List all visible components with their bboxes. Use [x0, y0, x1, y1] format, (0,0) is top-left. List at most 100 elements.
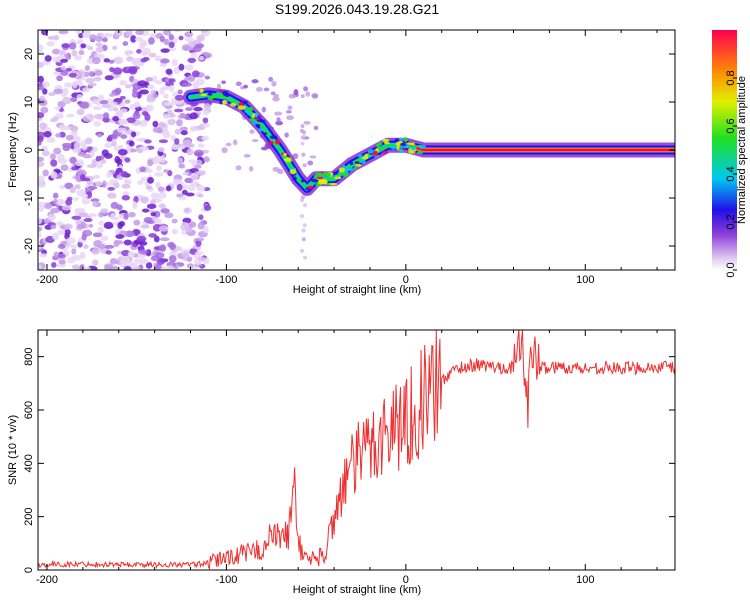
spectrogram-noise-cell [168, 33, 174, 41]
spectrogram-noise-cell [167, 118, 176, 126]
spectrogram-noise-cell [130, 131, 137, 138]
colorbar: 0.0 0.2 0.4 0.6 0.8 Normalized spectral ampl… [712, 30, 748, 278]
spectrogram-noise-cell [243, 84, 248, 89]
spectrogram-track-cell [360, 159, 366, 164]
spectrogram-noise-cell [146, 203, 157, 209]
spectrogram-noise-cell [197, 143, 205, 148]
spectrogram-noise-cell [142, 111, 149, 116]
spectrogram-noise-cell [123, 179, 132, 185]
spectrogram-noise-cell [94, 69, 103, 77]
spectrogram-noise-cell [133, 196, 139, 204]
spectrogram-noise-cell [115, 234, 125, 240]
spectrogram-noise-cell [82, 31, 90, 38]
spectrogram-track-cell [315, 172, 323, 177]
spectrogram-noise-cell [191, 70, 200, 78]
spectrogram-noise-cell [58, 260, 66, 265]
spectrogram-noise-cell [38, 161, 45, 168]
spectrogram-noise-cell [140, 176, 149, 182]
snr-y-tick-label: 600 [23, 401, 35, 419]
spectrogram-noise-cell [122, 41, 129, 46]
spectrogram-track-cell [332, 171, 339, 175]
spectrogram-noise-cell [204, 75, 211, 80]
spectrogram-noise-cell [184, 225, 193, 233]
spectrogram-noise-cell [81, 233, 87, 241]
spectrogram-noise-cell [225, 142, 232, 147]
spectrogram-x-axis-label: Height of straight line (km) [293, 284, 421, 296]
spectrogram-noise-cell [168, 78, 176, 83]
spectrogram-noise-cell [77, 241, 83, 248]
spectrogram-noise-cell [151, 75, 158, 83]
spectrogram-noise-cell [305, 91, 311, 97]
spectrogram-noise-cell [85, 229, 92, 236]
spectrogram-noise-cell [89, 149, 95, 158]
spectrogram-track-cell [334, 176, 342, 180]
spectrogram-noise-cell [38, 243, 43, 250]
spectrogram-track-cell [349, 161, 354, 166]
spectrogram-noise-cell [75, 71, 86, 77]
spectrogram-noise-cell [38, 141, 42, 146]
spectrogram-track-cell [364, 153, 369, 159]
spectrogram-noise-cell [201, 135, 210, 141]
spectrogram-noise-cell [118, 119, 129, 126]
spectrogram-noise-cell [173, 180, 184, 186]
spectrogram-track-cell [252, 120, 258, 125]
spectrogram-noise-cell [157, 147, 165, 153]
spectrogram-noise-cell [52, 232, 60, 241]
spectrogram-noise-cell [98, 220, 104, 226]
spectrogram-noise-cell [123, 212, 129, 220]
spectrogram-noise-cell [147, 159, 154, 167]
spectrogram-noise-cell [58, 50, 66, 56]
spectrogram-noise-cell [38, 112, 45, 119]
spectrogram-noise-cell [147, 177, 154, 184]
spectrogram-noise-cell [116, 127, 127, 133]
spectrogram-noise-cell [40, 30, 49, 36]
spectrogram-noise-cell [75, 207, 86, 213]
spectrogram-track-cell [318, 179, 326, 184]
spectrogram-noise-cell [132, 201, 138, 209]
spectrogram-noise-cell [202, 225, 209, 234]
spectrogram-noise-cell [196, 185, 206, 192]
spectrogram-noise-cell [300, 94, 305, 99]
spectrogram-track-cell [398, 138, 403, 141]
spectrogram-noise-cell [87, 213, 98, 217]
spectrogram-noise-cell [137, 249, 148, 255]
spectrogram-noise-cell [69, 187, 76, 194]
spectrogram-noise-cell [142, 56, 150, 62]
spectrogram-noise-cell [167, 170, 173, 177]
spectrogram-track-cell [246, 111, 251, 115]
spectrogram-track-cell [241, 100, 248, 104]
spectrogram-noise-cell [39, 122, 47, 130]
spectrogram-noise-cell [94, 180, 103, 187]
spectrogram-noise-cell [154, 172, 164, 177]
spectrogram-track-cell [338, 167, 345, 173]
spectrogram-noise-cell [178, 163, 185, 168]
spectrogram-x-tick-label: 0 [403, 274, 409, 286]
spectrogram-track-cell [283, 158, 291, 161]
spectrogram-noise-cell [38, 99, 48, 107]
spectrogram-noise-cell [183, 207, 193, 215]
snr-x-ticks: -200 -100 0 100 [36, 330, 658, 586]
spectrogram-noise-cell [159, 192, 167, 199]
spectrogram-noise-cell [157, 127, 163, 134]
spectrogram-noise-cell [300, 124, 305, 129]
spectrogram-noise-cell [100, 159, 107, 164]
spectrogram-noise-cell [276, 117, 281, 123]
spectrogram-track-cell [224, 93, 230, 98]
spectrogram-noise-cell [103, 58, 110, 63]
spectrogram-track-cell [283, 152, 287, 157]
spectrogram-noise-cell [300, 198, 305, 203]
spectrogram-noise-cell [79, 101, 90, 109]
spectrogram-noise-cell [146, 220, 155, 224]
spectrogram-noise-cell [203, 103, 212, 110]
spectrogram-noise-cell [150, 199, 156, 205]
spectrogram-noise-cell [130, 148, 137, 153]
spectrogram-noise-cell [97, 243, 105, 250]
spectrogram-noise-cell [171, 144, 181, 151]
spectrogram-noise-cell [177, 89, 183, 95]
spectrogram-track-cell [329, 182, 338, 186]
spectrogram-noise-cell [195, 239, 202, 247]
spectrogram-noise-cell [95, 35, 103, 42]
spectrogram-noise-cell [58, 124, 65, 131]
spectrogram-track-cell [307, 185, 314, 190]
spectrogram-noise-cell [263, 87, 270, 92]
